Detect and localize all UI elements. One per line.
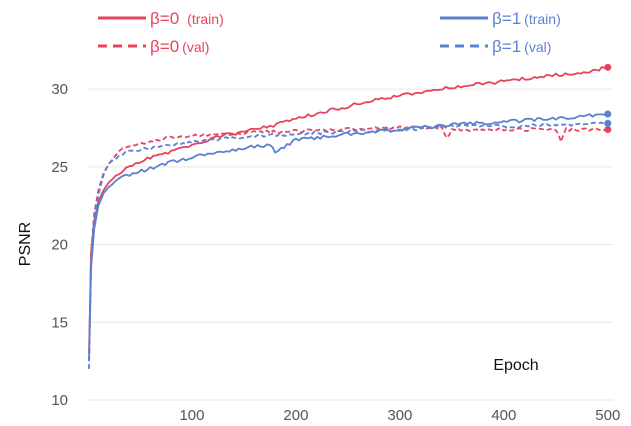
svg-text:β=0(train): β=0 (train) <box>150 9 224 28</box>
svg-text:β=0(val): β=0 (val) <box>150 37 209 56</box>
y-tick-label: 30 <box>51 81 68 98</box>
end-markers <box>604 63 612 134</box>
series-end-point-2 <box>604 110 612 118</box>
grid-lines <box>88 88 613 401</box>
legend-entry-beta0-val: β=0 (val) <box>98 37 209 56</box>
legend-entry-beta1-train: β=1 (train) <box>440 9 561 28</box>
legend-entry-beta0-train: β=0 (train) <box>98 9 224 28</box>
svg-text:β=1(train): β=1 (train) <box>492 9 561 28</box>
xlabel-background <box>468 345 578 385</box>
legend-series-suffix: (train) <box>187 11 224 27</box>
series-line-1 <box>88 125 608 362</box>
y-tick-label: 10 <box>51 392 68 409</box>
legend-series-name: β=0 <box>150 9 179 28</box>
series-end-point-1 <box>604 126 612 134</box>
y-tick-label: 25 <box>51 159 68 176</box>
legend-series-suffix: (val) <box>182 39 209 55</box>
x-axis-label: Epoch <box>493 357 538 374</box>
legend-entry-beta1-val: β=1 (val) <box>440 37 551 56</box>
legend-series-name: β=1 <box>492 9 521 28</box>
series-line-2 <box>88 113 608 362</box>
y-tick-label: 20 <box>51 237 68 254</box>
series-line-3 <box>88 121 609 369</box>
x-tick-label: 400 <box>491 407 516 424</box>
legend-series-name: β=1 <box>492 37 521 56</box>
svg-text:β=1(val): β=1 (val) <box>492 37 551 56</box>
x-tick-labels: 100 200 300 400 500 <box>179 407 620 424</box>
series-lines <box>88 66 609 369</box>
legend-series-name: β=0 <box>150 37 179 56</box>
y-tick-label: 15 <box>51 314 68 331</box>
y-axis-label: PSNR <box>17 222 34 266</box>
x-tick-label: 300 <box>387 407 412 424</box>
legend-series-suffix: (val) <box>524 39 551 55</box>
series-end-point-3 <box>604 119 612 127</box>
x-tick-label: 200 <box>283 407 308 424</box>
series-end-point-0 <box>604 63 612 71</box>
legend-series-suffix: (train) <box>524 11 561 27</box>
legend: β=0 (train) β=0 (val) β=1 (train) β=1 (val) <box>98 9 561 56</box>
series-line-0 <box>88 66 609 354</box>
x-tick-label: 100 <box>179 407 204 424</box>
x-tick-label: 500 <box>595 407 620 424</box>
y-tick-labels: 10 15 20 25 30 <box>51 81 68 409</box>
